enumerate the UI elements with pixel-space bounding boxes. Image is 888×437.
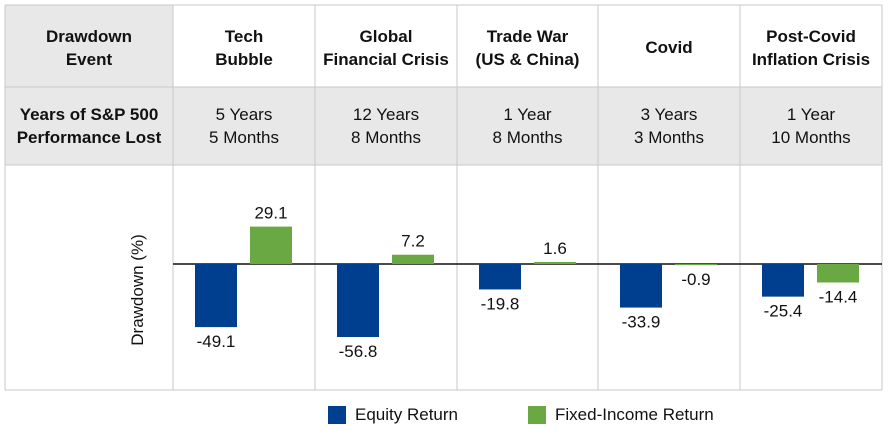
years-lost-4: 1 Year xyxy=(787,105,836,124)
bar-equity-2 xyxy=(479,264,521,290)
months-lost-4: 10 Months xyxy=(771,128,850,147)
data-label-equity-0: -49.1 xyxy=(197,332,236,351)
event-name-0-2: Bubble xyxy=(215,50,273,69)
data-label-equity-1: -56.8 xyxy=(339,342,378,361)
data-label-equity-4: -25.4 xyxy=(764,302,803,321)
row-header-bg xyxy=(5,5,173,165)
lost-row-bg xyxy=(173,87,882,165)
bar-fixed-income-3 xyxy=(675,264,717,266)
data-label-fixed-income-3: -0.9 xyxy=(681,270,710,289)
legend-item-equity: Equity Return xyxy=(328,402,458,428)
drawdown-event-label-2: Event xyxy=(66,50,113,69)
data-label-equity-3: -33.9 xyxy=(622,313,661,332)
event-name-3: Covid xyxy=(645,38,692,57)
months-lost-3: 3 Months xyxy=(634,128,704,147)
data-label-equity-2: -19.8 xyxy=(481,294,520,313)
event-name-4-2: Inflation Crisis xyxy=(752,50,870,69)
years-lost-1: 12 Years xyxy=(353,105,419,124)
bar-fixed-income-4 xyxy=(817,264,859,283)
event-name-0-1: Tech xyxy=(225,27,263,46)
months-lost-2: 8 Months xyxy=(493,128,563,147)
event-name-1-1: Global xyxy=(360,27,413,46)
data-label-fixed-income-0: 29.1 xyxy=(254,204,287,223)
bar-equity-0 xyxy=(195,264,237,328)
years-lost-2: 1 Year xyxy=(503,105,552,124)
legend-item-fixed-income: Fixed-Income Return xyxy=(528,402,714,428)
chart-legend: Equity Return Fixed-Income Return xyxy=(0,402,888,428)
data-label-fixed-income-2: 1.6 xyxy=(543,239,567,258)
data-label-fixed-income-4: -14.4 xyxy=(819,288,858,307)
bar-equity-1 xyxy=(337,264,379,337)
y-axis-label: Drawdown (%) xyxy=(128,234,147,345)
legend-label-equity: Equity Return xyxy=(355,405,458,424)
performance-lost-label-2: Performance Lost xyxy=(17,128,162,147)
years-lost-0: 5 Years xyxy=(216,105,273,124)
bar-fixed-income-0 xyxy=(250,226,292,264)
years-lost-3: 3 Years xyxy=(641,105,698,124)
legend-swatch-fixed-income xyxy=(528,406,546,424)
months-lost-1: 8 Months xyxy=(351,128,421,147)
event-name-2-1: Trade War xyxy=(487,27,569,46)
legend-swatch-equity xyxy=(328,406,346,424)
months-lost-0: 5 Months xyxy=(209,128,279,147)
bar-fixed-income-1 xyxy=(392,254,434,264)
drawdown-event-label-1: Drawdown xyxy=(46,27,132,46)
event-name-1-2: Financial Crisis xyxy=(323,50,449,69)
performance-lost-label-1: Years of S&P 500 xyxy=(20,105,159,124)
bar-equity-3 xyxy=(620,264,662,308)
bar-fixed-income-2 xyxy=(534,261,576,264)
bar-equity-4 xyxy=(762,264,804,297)
event-name-4-1: Post-Covid xyxy=(766,27,856,46)
event-name-2-2: (US & China) xyxy=(476,50,580,69)
data-label-fixed-income-1: 7.2 xyxy=(401,232,425,251)
drawdown-chart: Drawdown Event Years of S&P 500 Performance… xyxy=(4,4,883,391)
legend-label-fixed-income: Fixed-Income Return xyxy=(555,405,714,424)
